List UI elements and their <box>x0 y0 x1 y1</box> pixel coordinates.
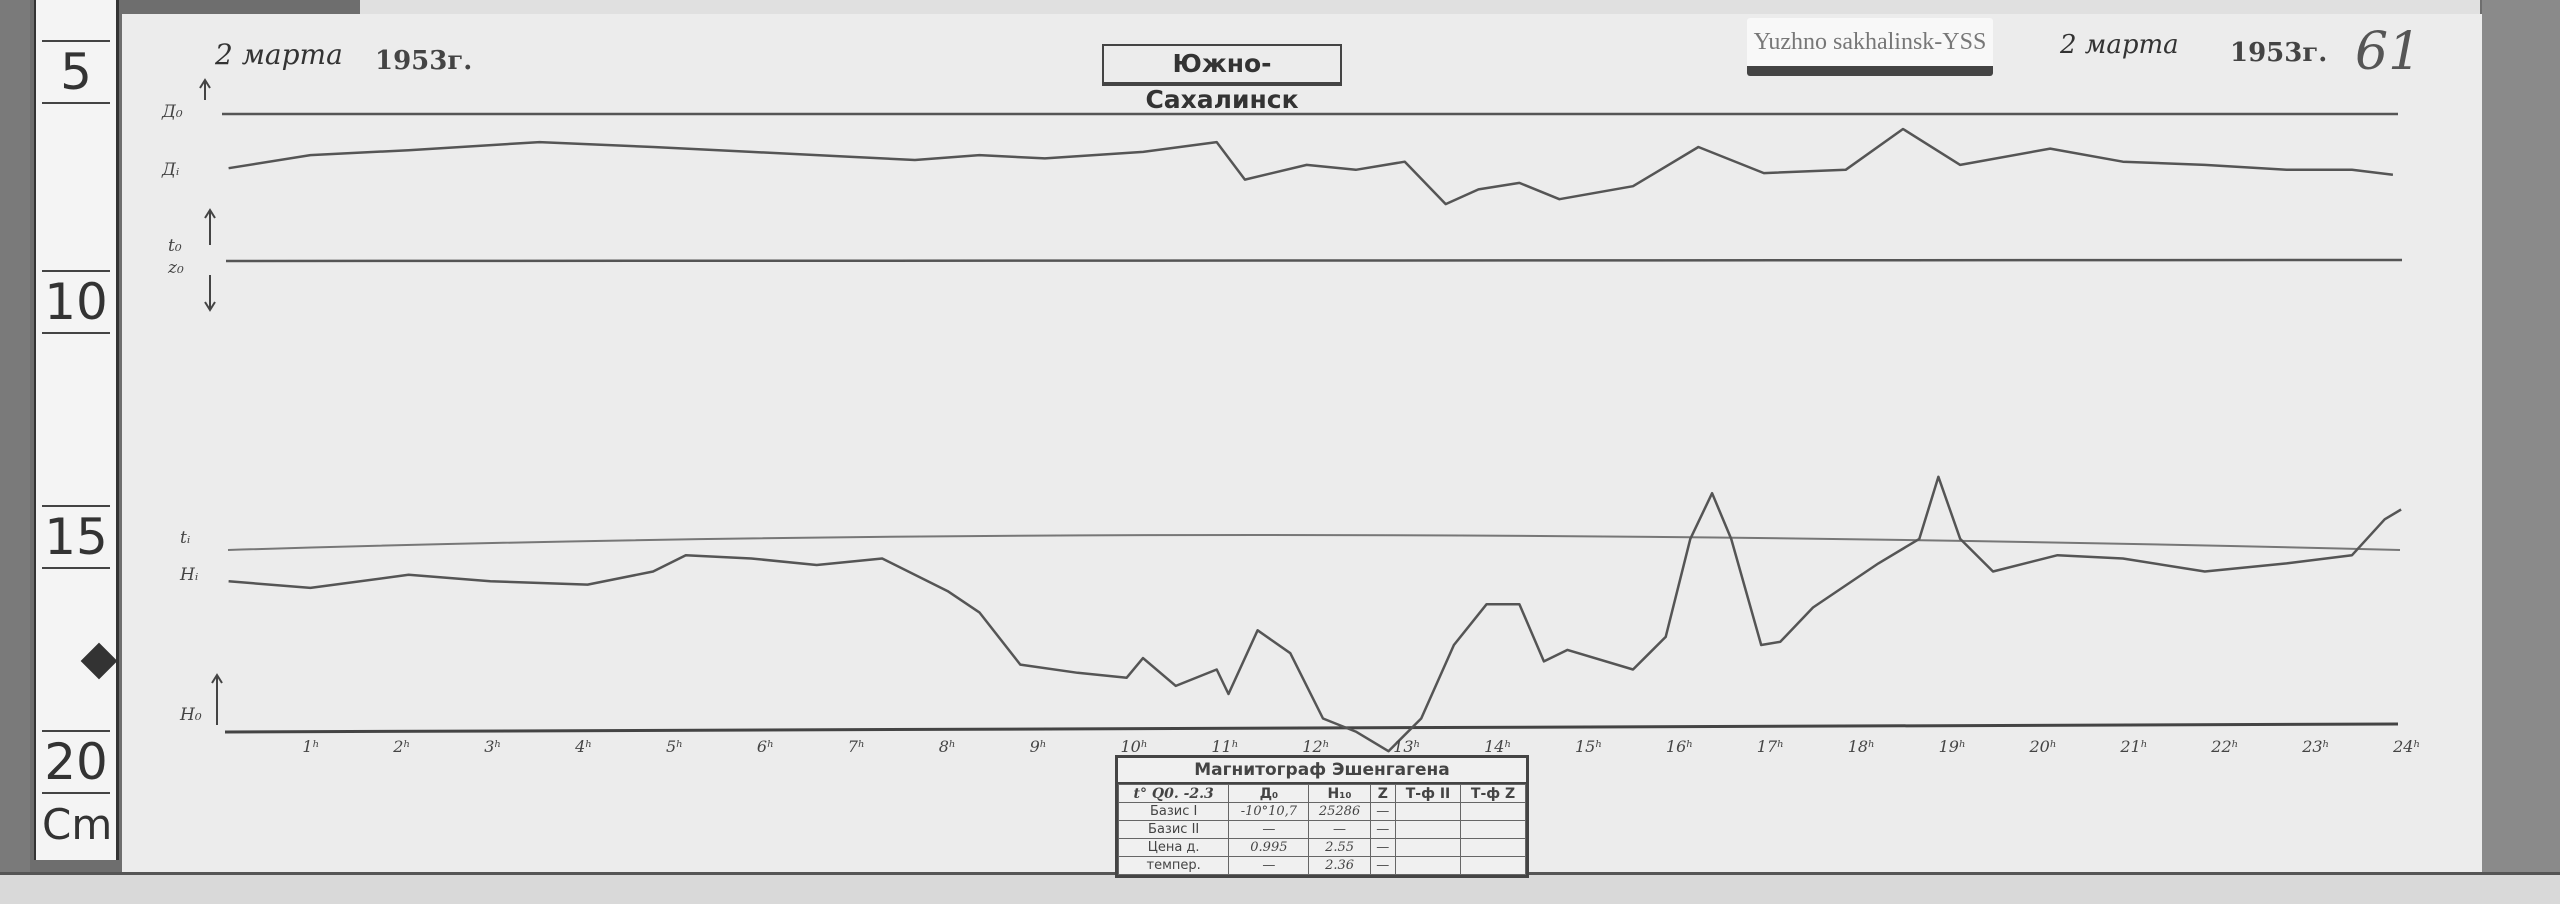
col-header: Z <box>1369 784 1396 803</box>
station-stamp: Южно-Сахалинск <box>1102 44 1342 114</box>
wood-frame-left <box>0 0 30 901</box>
ruler-unit: Cm <box>42 800 113 849</box>
table-row: Базис I -10°10,7 25286— <box>1117 802 1526 821</box>
hour-tick-label: 2ʰ <box>392 737 410 756</box>
row-label: Базис I <box>1117 802 1230 821</box>
label-di: Дᵢ <box>162 160 180 180</box>
label-h0: H₀ <box>180 705 202 725</box>
table-cell: — <box>1228 856 1310 875</box>
table-cell <box>1394 820 1462 839</box>
table-row: Базис II — — — <box>1117 820 1526 839</box>
label-t0: t₀ <box>168 236 182 256</box>
up-arrow-icon <box>199 78 211 100</box>
ruler-mark: 10 <box>42 270 110 334</box>
ruler-mark: 15 <box>42 505 110 569</box>
hour-tick-label: 24ʰ <box>2392 737 2420 756</box>
table-cell: — <box>1369 820 1396 839</box>
hour-tick-label: 11ʰ <box>1211 737 1238 756</box>
hour-tick-label: 10ʰ <box>1121 737 1148 756</box>
table-cell <box>1460 856 1526 875</box>
table-cell: — <box>1369 838 1396 857</box>
horizontal-intensity-trace <box>228 475 2402 753</box>
hour-tick-label: 13ʰ <box>1393 737 1420 756</box>
h0-baseline <box>224 722 2399 734</box>
wood-frame-right <box>2482 0 2560 901</box>
table-cell <box>1394 802 1462 821</box>
hour-tick-label: 1ʰ <box>302 737 319 756</box>
col-header: Д₀ <box>1228 784 1310 803</box>
table-cell <box>1394 838 1462 857</box>
table-cell: — <box>1308 820 1371 839</box>
hour-tick-label: 6ʰ <box>757 737 774 756</box>
hour-tick-label: 23ʰ <box>2301 737 2329 756</box>
t0-baseline <box>225 258 2403 263</box>
table-cell: — <box>1228 820 1310 839</box>
ti-baseline <box>227 534 2401 551</box>
table-cell: 2.55 <box>1308 838 1371 857</box>
hour-tick-label: 14ʰ <box>1484 737 1511 756</box>
table-cell: — <box>1369 856 1396 875</box>
table-cell: 25286 <box>1308 802 1371 821</box>
hour-tick-label: 15ʰ <box>1575 737 1602 756</box>
label-z0: z₀ <box>168 258 184 278</box>
table-cell: -10°10,7 <box>1228 802 1310 821</box>
up-down-arrow-icon <box>204 208 216 312</box>
hour-tick-label: 16ʰ <box>1666 737 1693 756</box>
hour-tick-label: 22ʰ <box>2210 737 2238 756</box>
col-header: t° Q0. -2.3 <box>1117 784 1230 803</box>
table-row: темпер. —2.36— <box>1117 856 1526 875</box>
hour-tick-label: 19ʰ <box>1939 737 1966 756</box>
hour-tick-label: 12ʰ <box>1302 737 1329 756</box>
hour-tick-label: 7ʰ <box>848 737 865 756</box>
instrument-table: Магнитограф Эшенгагена t° Q0. -2.3 Д₀ H₁… <box>1115 755 1529 878</box>
table-cell: 0.995 <box>1228 838 1310 857</box>
row-label: темпер. <box>1117 856 1230 875</box>
hour-tick-label: 8ʰ <box>939 737 956 756</box>
hour-tick-label: 3ʰ <box>484 737 501 756</box>
ruler-mark: 20 <box>42 730 110 794</box>
magnetogram-paper <box>122 14 2482 880</box>
declination-trace <box>228 127 2394 206</box>
label-d0: Д₀ <box>162 102 183 122</box>
table-cell: — <box>1369 802 1396 821</box>
year-right: 1953г. <box>2230 38 2328 68</box>
hour-tick-label: 17ʰ <box>1757 737 1784 756</box>
hour-tick-label: 21ʰ <box>2119 737 2147 756</box>
row-label: Цена д. <box>1117 838 1230 857</box>
hour-tick-label: 5ʰ <box>666 737 683 756</box>
col-header: Т-ф II <box>1394 784 1462 803</box>
cm-ruler: 5 10 15 20 Cm <box>34 0 119 860</box>
table-header-row: t° Q0. -2.3 Д₀ H₁₀ Z Т-ф II Т-ф Z <box>1117 784 1526 803</box>
ruler-mark: 5 <box>42 40 110 104</box>
year-left: 1953г. <box>375 46 473 76</box>
col-header: Т-ф Z <box>1460 784 1526 803</box>
hour-tick-label: 18ʰ <box>1848 737 1875 756</box>
label-ti: tᵢ <box>180 528 191 548</box>
sheet-number: 61 <box>2355 22 2422 82</box>
station-label-tag: Yuzhno sakhalinsk-YSS <box>1747 18 1993 76</box>
table-cell <box>1460 802 1526 821</box>
col-header: H₁₀ <box>1308 784 1371 803</box>
up-arrow-icon <box>211 673 223 725</box>
date-right: 2 марта <box>2060 30 2179 60</box>
table-title: Магнитограф Эшенгагена <box>1118 758 1526 784</box>
table-cell <box>1460 838 1526 857</box>
hour-tick-label: 9ʰ <box>1030 737 1047 756</box>
table-cell: 2.36 <box>1308 856 1371 875</box>
table-row: Цена д. 0.995 2.55— <box>1117 838 1526 857</box>
label-hi: Hᵢ <box>180 565 199 585</box>
hour-tick-label: 4ʰ <box>574 737 592 756</box>
row-label: Базис II <box>1117 820 1230 839</box>
table-cell <box>1394 856 1462 875</box>
hour-tick-label: 20ʰ <box>2029 737 2057 756</box>
table-cell <box>1460 820 1526 839</box>
date-left: 2 марта <box>215 38 343 71</box>
